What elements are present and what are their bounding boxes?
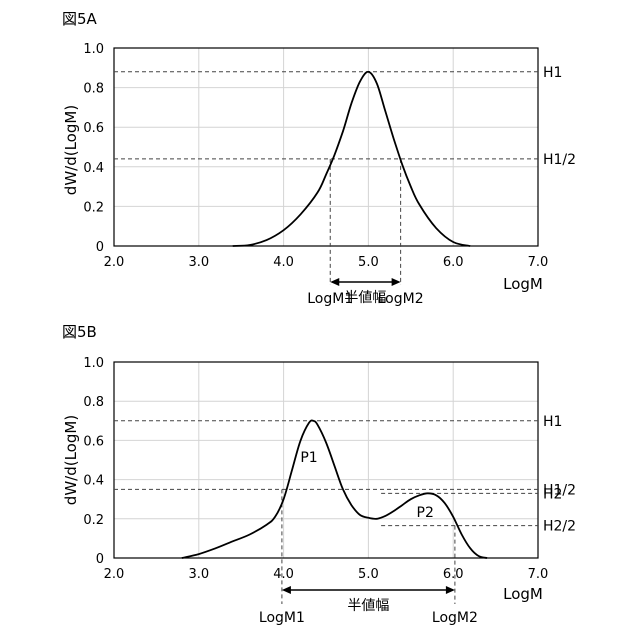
x-tick-label: 7.0 [528,567,549,582]
x-tick-label: 3.0 [188,567,209,582]
x-tick-label: 6.0 [443,255,464,270]
reference-label-h: H1/2 [543,152,576,168]
chart-5a: 図5A dW/d(LogM) LogM 2.0 3.0 4.0 5.0 6.0 7.0 0 0… [62,10,576,307]
y-tick-label: 0.4 [83,474,104,489]
y-tick-label: 0.6 [83,121,104,136]
plot-frame-5a [114,48,538,246]
figure-canvas: 図5A dW/d(LogM) LogM 2.0 3.0 4.0 5.0 6.0 7.0 0 0… [0,0,640,640]
x-axis-label-5a: LogM [503,275,543,293]
y-tick-label: 1.0 [83,42,104,57]
figure-label-5a: 図5A [62,10,98,28]
reference-label-h: H1 [543,414,562,430]
y-tick-label: 0.4 [83,161,104,176]
width-arrow-head-left [330,278,339,286]
width-arrow-head-right [446,586,455,594]
y-axis-label-5b: dW/d(LogM) [62,415,80,505]
y-tick-label: 0.2 [83,200,104,215]
reference-label-h: H1 [543,65,562,81]
width-arrow-head-right [392,278,401,286]
x-tick-label: 7.0 [528,255,549,270]
y-tick-label: 0.6 [83,434,104,449]
x-axis-label-5b: LogM [503,585,543,603]
peak-label: P2 [417,505,434,521]
y-tick-label: 0 [96,552,104,567]
y-tick-label: 1.0 [83,356,104,371]
y-tick-label: 0 [96,240,104,255]
y-tick-label: 0.2 [83,513,104,528]
reference-label-v: LogM1 [259,610,305,626]
reference-label-h: H2 [543,486,562,502]
width-arrow-label: 半値幅 [347,598,389,614]
reference-label-h: H2/2 [543,519,576,535]
width-arrow-head-left [282,586,291,594]
x-tick-label: 4.0 [273,255,294,270]
x-tick-label: 3.0 [188,255,209,270]
reference-label-v: LogM2 [432,610,478,626]
x-tick-label: 6.0 [443,567,464,582]
y-tick-label: 0.8 [83,395,104,410]
chart-5b: 図5B dW/d(LogM) LogM 2.0 3.0 4.0 5.0 6.0 7.0 0 0… [62,323,576,626]
figure-label-5b: 図5B [62,323,97,341]
y-axis-label-5a: dW/d(LogM) [62,105,80,195]
width-arrow-label: 半値幅 [344,290,386,306]
peak-label: P1 [300,450,317,466]
x-tick-label: 4.0 [273,567,294,582]
plot-frame-5b [114,362,538,558]
x-tick-label: 2.0 [104,567,125,582]
x-tick-label: 5.0 [358,255,379,270]
x-tick-label: 2.0 [104,255,125,270]
x-tick-label: 5.0 [358,567,379,582]
y-tick-label: 0.8 [83,82,104,97]
